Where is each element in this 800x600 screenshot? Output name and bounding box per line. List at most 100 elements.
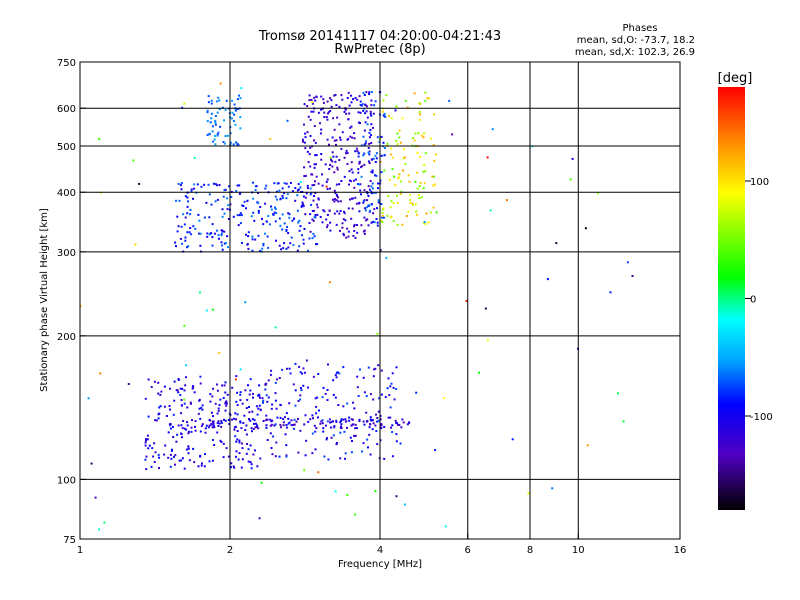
data-point — [332, 155, 335, 158]
data-point — [204, 427, 207, 430]
data-point — [375, 430, 378, 432]
data-point — [238, 439, 241, 442]
data-point — [350, 168, 353, 171]
data-point — [335, 443, 338, 446]
data-point — [339, 421, 342, 424]
data-point — [370, 104, 373, 107]
data-point — [308, 222, 311, 224]
data-point — [235, 400, 238, 403]
data-point — [360, 193, 362, 196]
data-point — [328, 418, 331, 421]
data-point — [323, 116, 326, 118]
data-point — [344, 418, 347, 421]
data-point — [372, 212, 375, 215]
data-point — [244, 389, 247, 392]
data-point — [376, 221, 379, 224]
data-point — [160, 390, 163, 393]
data-point — [220, 420, 223, 422]
data-point — [301, 201, 304, 204]
data-point — [204, 431, 207, 434]
data-point — [274, 392, 277, 395]
data-point — [233, 103, 236, 106]
data-point — [415, 391, 418, 394]
data-point — [389, 206, 392, 209]
data-point — [425, 212, 428, 215]
data-point — [340, 423, 343, 426]
data-point — [248, 418, 250, 421]
data-point — [310, 203, 313, 206]
data-point — [390, 426, 392, 429]
data-point — [374, 490, 377, 493]
data-point — [396, 194, 398, 197]
data-point — [186, 205, 189, 208]
data-point — [367, 366, 370, 369]
data-point — [262, 223, 265, 226]
data-point — [349, 436, 352, 439]
data-point — [335, 139, 338, 142]
data-point — [357, 168, 360, 171]
data-point — [346, 402, 349, 405]
data-point — [387, 195, 390, 198]
data-point — [315, 412, 318, 415]
data-point — [199, 244, 202, 247]
data-point — [305, 192, 308, 195]
data-point — [339, 426, 342, 429]
data-point — [292, 244, 295, 247]
data-point — [309, 165, 312, 168]
data-point — [233, 426, 236, 429]
data-point — [239, 421, 242, 424]
data-point — [405, 215, 408, 217]
data-point — [330, 105, 333, 108]
data-point — [371, 428, 374, 431]
data-point — [303, 103, 306, 106]
data-point — [370, 158, 373, 161]
data-point — [363, 152, 366, 155]
data-point — [312, 232, 315, 235]
data-point — [380, 171, 383, 174]
data-point — [211, 426, 214, 429]
data-point — [240, 214, 243, 217]
data-point — [390, 117, 393, 120]
data-point — [369, 453, 372, 456]
data-point — [404, 99, 407, 102]
data-point — [353, 132, 356, 135]
data-point — [283, 242, 286, 245]
data-point — [376, 332, 379, 335]
data-point — [341, 226, 344, 229]
data-point — [362, 201, 365, 204]
data-point — [315, 95, 318, 98]
data-point — [359, 183, 362, 186]
x-tick-label: 10 — [572, 545, 585, 556]
data-point — [144, 458, 147, 461]
data-point — [316, 243, 319, 245]
data-point — [252, 197, 255, 200]
data-point — [297, 451, 300, 454]
data-point — [309, 135, 312, 137]
data-point — [292, 423, 295, 426]
data-point — [236, 430, 239, 432]
data-point — [312, 219, 315, 222]
data-point — [185, 448, 188, 451]
data-point — [395, 440, 398, 443]
data-point — [317, 416, 319, 419]
data-point — [415, 210, 418, 213]
data-point — [368, 188, 371, 191]
data-point — [274, 423, 277, 426]
data-point — [304, 414, 307, 417]
data-point — [320, 95, 323, 98]
data-point — [368, 426, 371, 429]
data-point — [221, 208, 224, 211]
data-point — [247, 384, 249, 387]
data-point — [335, 183, 338, 186]
data-point — [392, 220, 395, 222]
data-point — [432, 144, 435, 147]
data-point — [224, 188, 227, 191]
data-point — [378, 397, 381, 400]
data-point — [262, 401, 264, 404]
data-point — [284, 433, 287, 436]
data-point — [413, 139, 416, 142]
data-point — [296, 194, 299, 197]
data-point — [286, 367, 288, 370]
data-point — [381, 208, 384, 211]
data-point — [397, 424, 400, 426]
